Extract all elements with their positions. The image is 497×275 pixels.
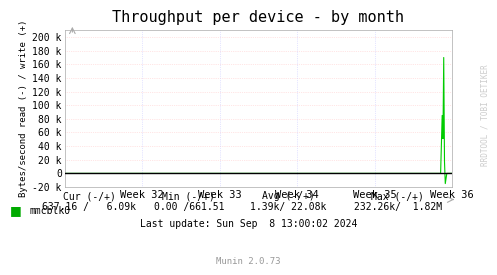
Title: Throughput per device - by month: Throughput per device - by month (112, 10, 405, 25)
Text: Cur (-/+): Cur (-/+) (63, 191, 116, 201)
Text: Last update: Sun Sep  8 13:00:02 2024: Last update: Sun Sep 8 13:00:02 2024 (140, 219, 357, 229)
Text: Max (-/+): Max (-/+) (371, 191, 424, 201)
Text: RRDTOOL / TOBI OETIKER: RRDTOOL / TOBI OETIKER (481, 65, 490, 166)
Text: Munin 2.0.73: Munin 2.0.73 (216, 257, 281, 266)
Text: 232.26k/  1.82M: 232.26k/ 1.82M (353, 202, 442, 212)
Text: Min (-/+): Min (-/+) (163, 191, 215, 201)
Text: 1.39k/ 22.08k: 1.39k/ 22.08k (250, 202, 327, 212)
Text: mmcblk0: mmcblk0 (30, 207, 71, 216)
Y-axis label: Bytes/second read (-) / write (+): Bytes/second read (-) / write (+) (19, 20, 28, 197)
Text: 637.16 /   6.09k: 637.16 / 6.09k (42, 202, 137, 212)
Text: 0.00 /661.51: 0.00 /661.51 (154, 202, 224, 212)
Text: Avg (-/+): Avg (-/+) (262, 191, 315, 201)
Text: ■: ■ (10, 205, 22, 218)
